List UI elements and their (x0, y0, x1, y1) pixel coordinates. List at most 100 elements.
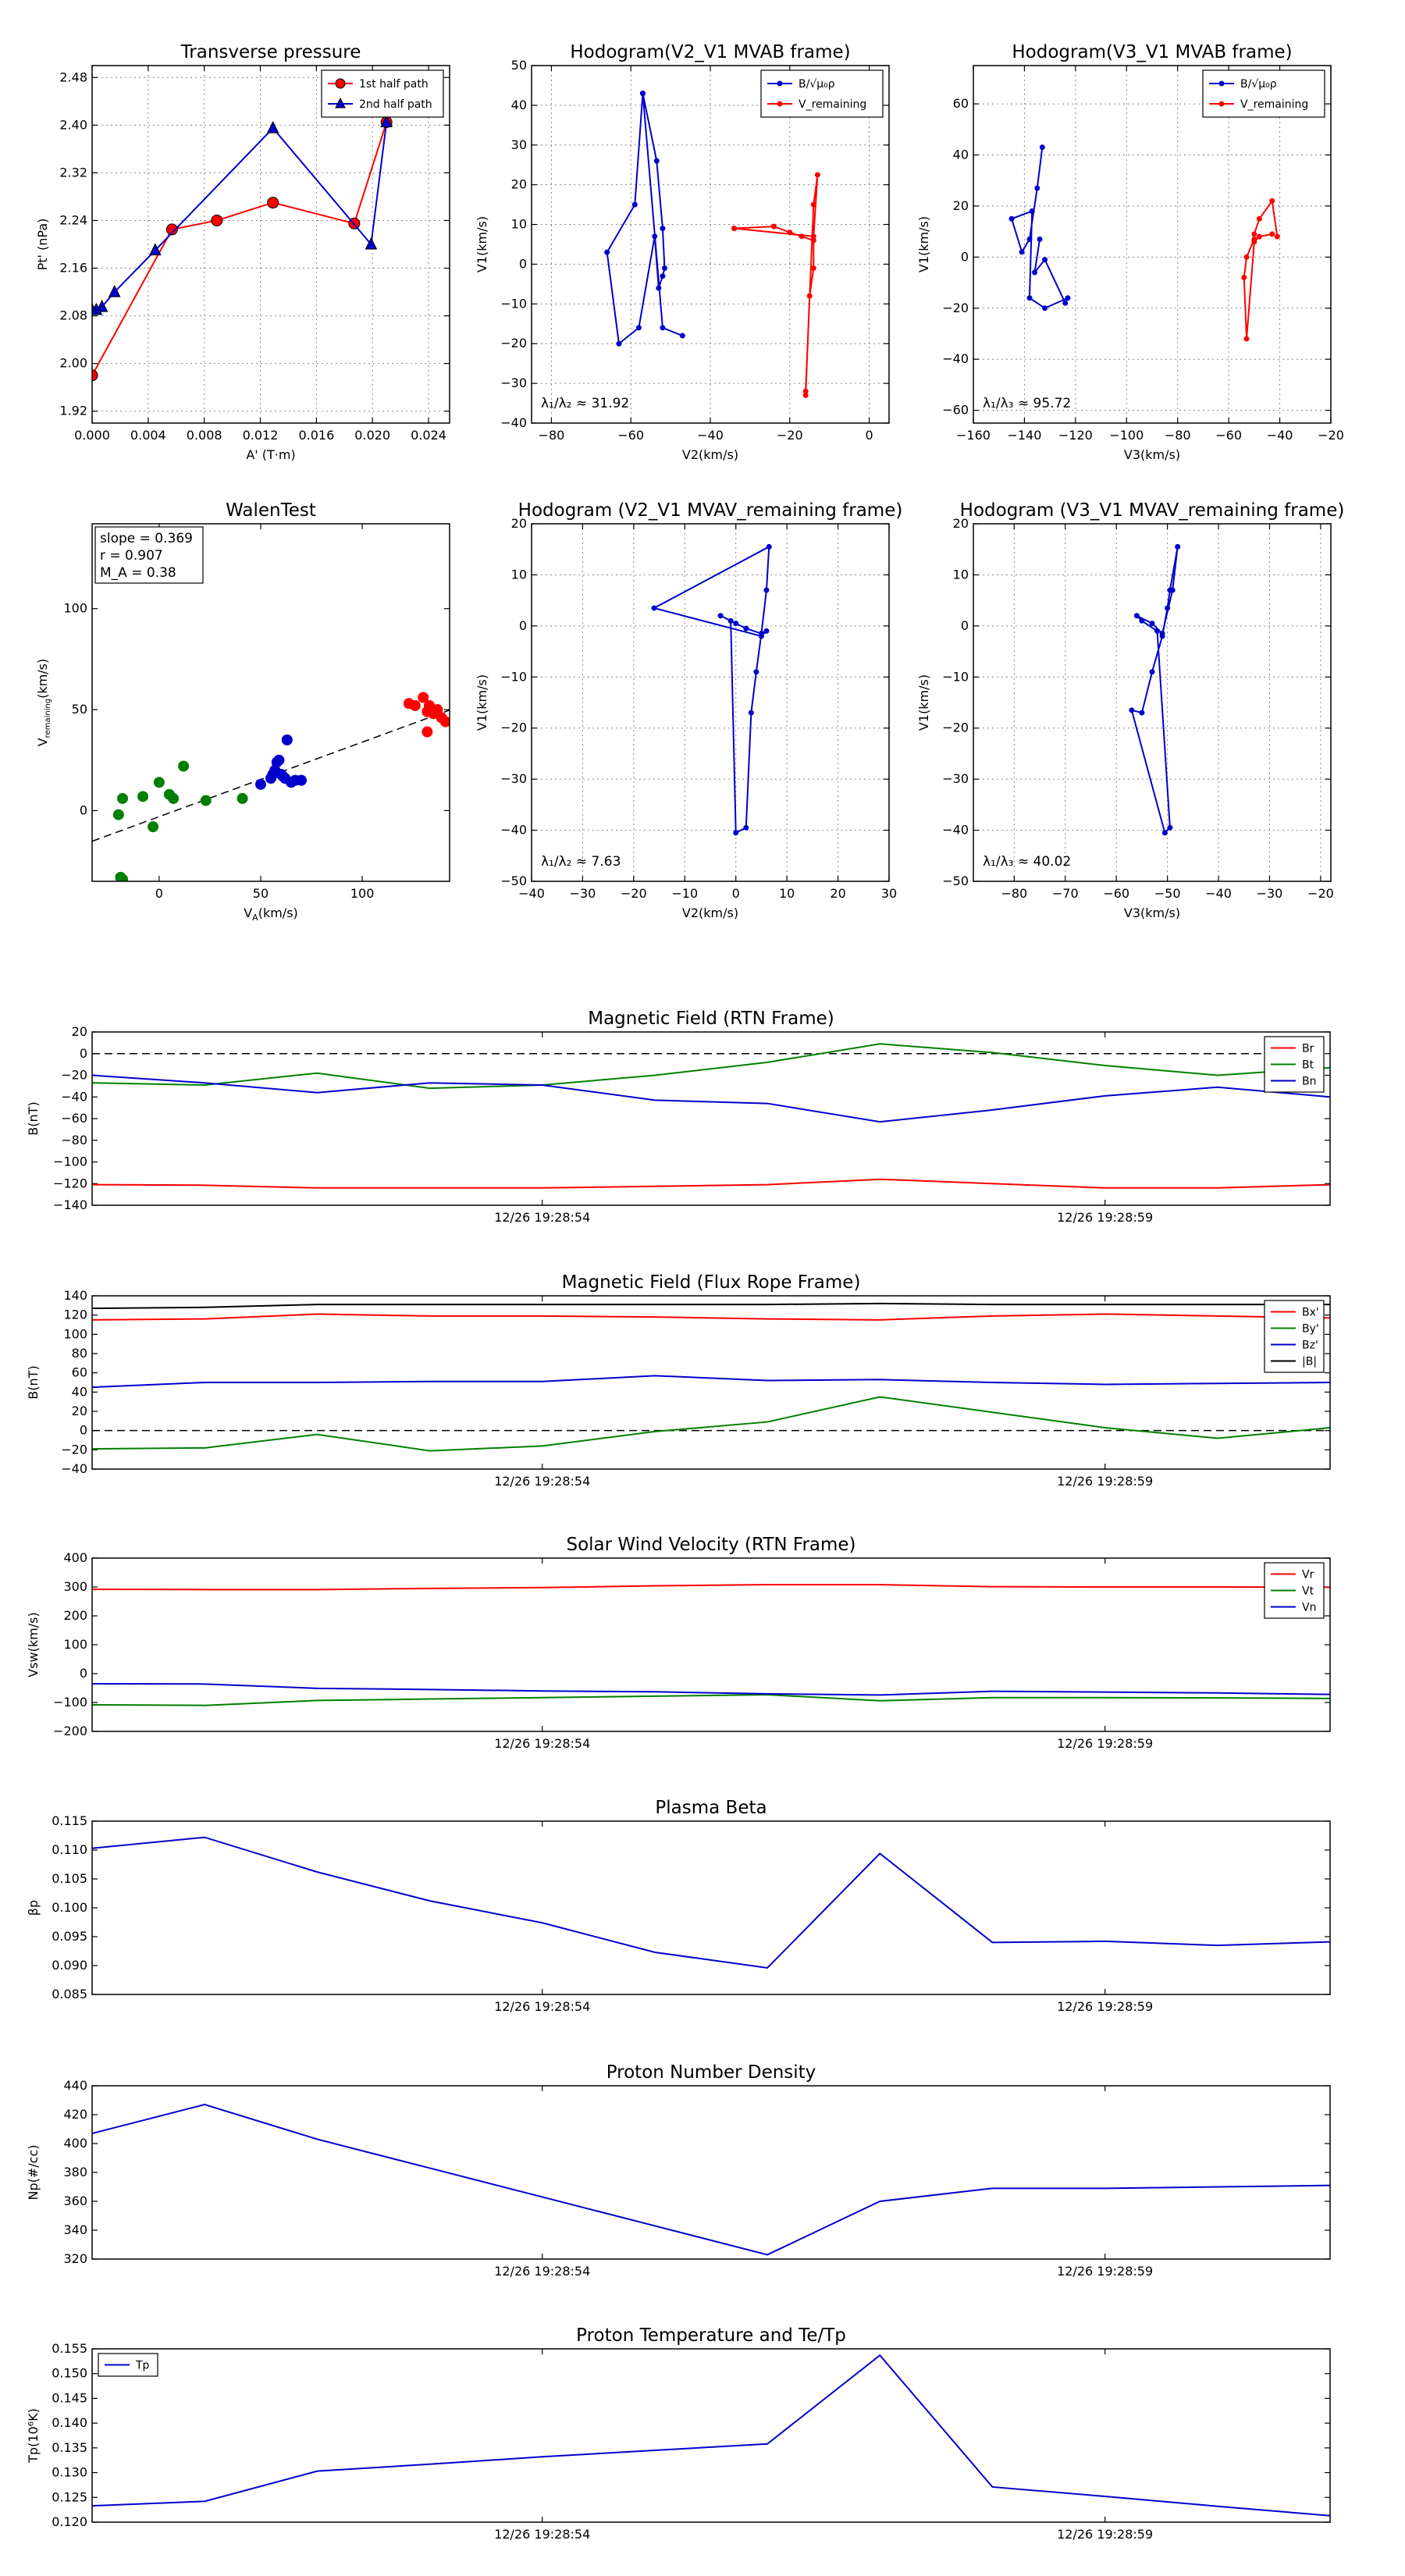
y-axis-label: Vremaining(km/s) (35, 659, 52, 747)
y-tick-label: −40 (500, 415, 527, 430)
data-point (717, 613, 724, 619)
y-tick-label: −20 (61, 1068, 87, 1083)
data-point (1042, 257, 1048, 263)
y-tick-label: 50 (72, 702, 87, 717)
y-axis-label: V1(km/s) (916, 674, 931, 731)
series-line (92, 1836, 1330, 1969)
plot-area (92, 692, 450, 881)
x-tick-label: 100 (350, 886, 375, 901)
data-point (1274, 233, 1280, 240)
series-line (92, 1302, 1330, 1310)
data-point (1241, 275, 1247, 281)
y-tick-label: −80 (61, 1133, 87, 1147)
y-tick-label: 0.155 (52, 2341, 87, 2356)
data-point (211, 214, 223, 226)
data-point (616, 340, 622, 347)
data-point (1243, 336, 1250, 342)
data-point (679, 333, 685, 339)
data-point (660, 226, 666, 232)
data-point (1256, 233, 1262, 240)
y-axis-label: B(nT) (26, 1365, 41, 1399)
data-point (165, 223, 178, 236)
data-point (1175, 543, 1181, 550)
x-tick-label: −40 (518, 886, 545, 901)
x-tick-label: −100 (1109, 428, 1144, 443)
y-tick-label: −20 (500, 336, 527, 350)
series-line (606, 93, 683, 346)
data-point (802, 388, 809, 394)
x-tick-label: 20 (830, 886, 845, 901)
data-point (727, 617, 734, 624)
series-line (92, 1043, 1330, 1090)
y-tick-label: 0.120 (52, 2514, 87, 2529)
y-tick-label: 0 (519, 256, 527, 271)
chart-vsw: Solar Wind Velocity (RTN Frame) 12/26 19:… (26, 1535, 1331, 1751)
legend-label: Tp (135, 2360, 150, 2372)
scatter-point (296, 774, 308, 786)
data-point (1251, 231, 1257, 237)
data-point (1154, 628, 1161, 634)
y-tick-label: 20 (511, 177, 527, 192)
data-point (1165, 605, 1171, 611)
data-point (1149, 621, 1155, 627)
y-tick-label: 0.105 (52, 1871, 87, 1886)
x-axis-label: V3(km/s) (1124, 447, 1180, 462)
data-point (1243, 254, 1250, 260)
chart-h4: Hodogram (V3_V1 MVAV_remaining frame) −80… (916, 500, 1344, 920)
legend-box (760, 69, 884, 118)
data-point (799, 233, 805, 240)
series-line (652, 546, 770, 834)
legend-label: B/√μ₀ρ (799, 78, 835, 91)
x-tick-label: −70 (1052, 886, 1079, 901)
y-tick-label: −200 (53, 1724, 87, 1738)
x-tick-label: 0.000 (74, 428, 110, 443)
data-point (1029, 208, 1035, 214)
chart-bfr: Magnetic Field (Flux Rope Frame) 12/26 19… (26, 1272, 1331, 1489)
plot-area (92, 2104, 1330, 2256)
y-tick-label: 30 (511, 137, 527, 152)
x-axis-label: A' (T·m) (246, 447, 295, 462)
plot-frame (91, 1031, 1331, 1206)
data-point (1037, 236, 1043, 242)
data-point (1062, 300, 1069, 306)
legend-label: Vr (1302, 1569, 1314, 1582)
data-point (92, 369, 98, 382)
y-tick-label: 0.140 (52, 2415, 87, 2430)
plot-area (92, 2354, 1330, 2517)
y-tick-label: 2.24 (59, 212, 87, 227)
y-tick-label: −140 (53, 1197, 87, 1212)
y-axis-label: Pt' (nPa) (35, 219, 50, 271)
chart-title: Hodogram(V3_V1 MVAB frame) (1012, 42, 1292, 62)
y-tick-label: 0 (961, 618, 969, 633)
data-point (639, 91, 646, 97)
x-tick-label: −20 (621, 886, 647, 901)
plot-frame (91, 523, 450, 882)
x-tick-label: 0.012 (243, 428, 279, 443)
y-axis-label-rest: (km/s) (35, 659, 50, 699)
y-tick-label: 140 (63, 1288, 87, 1303)
chart-h1: Hodogram(V2_V1 MVAB frame) −80 −60 −40 −20 0 −… (475, 42, 890, 462)
y-tick-label: 120 (63, 1308, 87, 1322)
y-tick-label: 2.40 (59, 117, 87, 132)
x-tick-label: 12/26 19:28:59 (1057, 1474, 1153, 1489)
plot-area (92, 1043, 1330, 1189)
y-tick-label: 0.115 (52, 1813, 87, 1828)
chart-bfield: Magnetic Field (RTN Frame) 12/26 19:28:54… (26, 1009, 1331, 1225)
x-tick-label: −80 (539, 428, 565, 443)
legend-marker (1218, 101, 1225, 107)
data-point (758, 631, 764, 637)
chart-title: Magnetic Field (Flux Rope Frame) (562, 1272, 861, 1293)
series-line (92, 1682, 1330, 1696)
y-axis-label: Np(#/cc) (26, 2145, 41, 2201)
y-tick-label: −10 (500, 669, 527, 684)
chart-title: Plasma Beta (655, 1798, 767, 1818)
plot-frame (531, 65, 890, 424)
y-tick-label: 100 (63, 1326, 87, 1341)
plot-area (92, 1302, 1330, 1452)
y-tick-label: 40 (953, 148, 969, 162)
data-point (733, 621, 739, 627)
chart-title: WalenTest (226, 500, 316, 521)
eigenvalue-ratio-label: λ₁/λ₃ ≈ 40.02 (983, 854, 1071, 870)
y-tick-label: −40 (61, 1461, 87, 1476)
scatter-point (423, 699, 435, 711)
